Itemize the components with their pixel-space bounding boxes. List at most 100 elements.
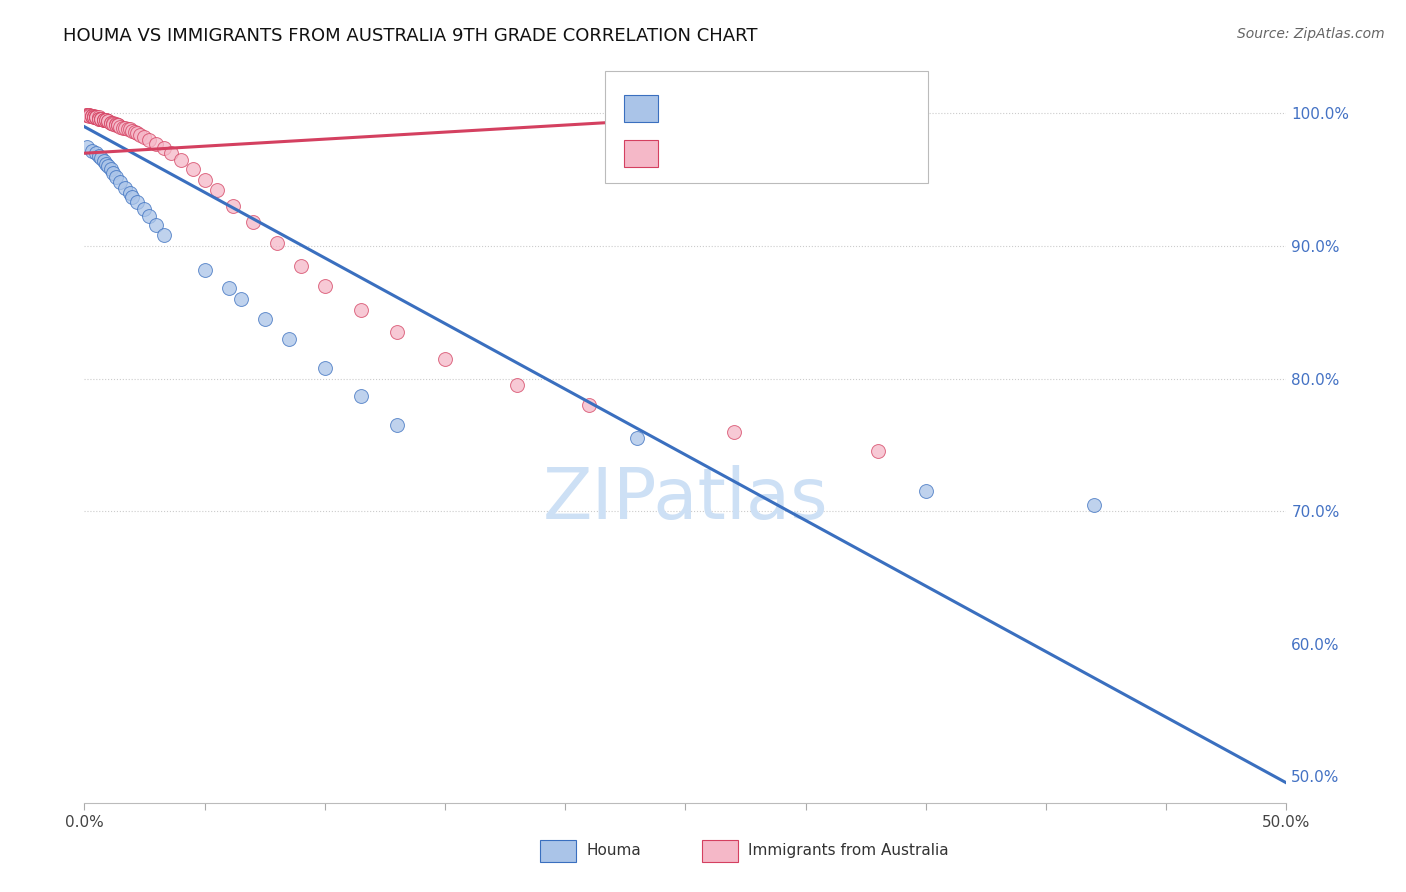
Point (242, 215, 264, 229)
Point (94, 157, 117, 171)
Point (277, 332, 299, 346)
Point (80, 144, 103, 158)
Point (94, 113, 117, 128)
Point (205, 183, 228, 197)
Point (194, 263, 217, 277)
Point (134, 130, 156, 145)
Point (83, 109, 105, 123)
Point (117, 122, 139, 136)
Point (110, 175, 132, 189)
Point (114, 180, 136, 194)
Point (134, 202, 156, 216)
Point (866, 444, 889, 458)
Point (97, 114, 120, 128)
Point (80, 109, 103, 123)
Text: R =: R = (666, 100, 703, 118)
Point (350, 389, 373, 403)
Point (266, 236, 288, 251)
Point (77, 109, 100, 123)
Point (90, 152, 112, 166)
Point (107, 119, 129, 133)
Point (87, 149, 110, 163)
Point (118, 186, 141, 200)
Point (127, 195, 149, 210)
Point (103, 117, 125, 131)
Text: Immigrants from Australia: Immigrants from Australia (748, 844, 949, 858)
Text: HOUMA VS IMMIGRANTS FROM AUSTRALIA 9TH GRADE CORRELATION CHART: HOUMA VS IMMIGRANTS FROM AUSTRALIA 9TH G… (63, 27, 758, 45)
Point (385, 325, 408, 339)
Point (77, 108, 100, 122)
Point (1083, 498, 1105, 512)
Point (86, 111, 108, 125)
Point (86, 111, 108, 125)
Point (915, 484, 938, 499)
Point (76, 139, 98, 153)
Text: 31: 31 (797, 100, 818, 118)
Text: 0.285: 0.285 (697, 145, 745, 162)
Point (80, 109, 103, 123)
Text: Houma: Houma (586, 844, 641, 858)
Point (87, 112, 110, 126)
Text: R =: R = (666, 145, 707, 162)
Point (118, 122, 141, 136)
Text: -0.765: -0.765 (697, 100, 751, 118)
Point (169, 153, 191, 167)
Text: ZIPatlas: ZIPatlas (543, 465, 828, 533)
Point (76, 108, 98, 122)
Point (83, 111, 105, 125)
Point (100, 162, 122, 177)
Point (350, 302, 373, 317)
Point (138, 209, 160, 223)
Text: N =: N = (762, 145, 799, 162)
Point (290, 259, 312, 273)
Point (87, 111, 110, 125)
Point (253, 312, 276, 326)
Point (138, 133, 160, 147)
Point (76, 108, 98, 122)
Point (86, 111, 108, 125)
Point (90, 112, 112, 126)
Point (111, 121, 134, 136)
Point (103, 166, 125, 180)
Point (128, 128, 150, 142)
Point (86, 146, 108, 161)
Point (87, 112, 110, 126)
Point (723, 425, 745, 439)
Point (93, 113, 115, 128)
Point (127, 126, 149, 140)
Point (100, 116, 122, 130)
Point (107, 119, 129, 133)
Text: N =: N = (762, 100, 799, 118)
Point (222, 199, 245, 213)
Point (77, 108, 100, 122)
Point (152, 141, 174, 155)
Point (626, 431, 648, 445)
Point (314, 278, 336, 293)
Point (80, 109, 103, 123)
Point (578, 398, 600, 412)
Point (90, 112, 112, 126)
Point (93, 113, 115, 128)
Point (506, 378, 529, 392)
Point (104, 117, 127, 131)
Point (104, 119, 127, 133)
Point (434, 351, 457, 366)
Point (145, 218, 167, 232)
Point (93, 113, 115, 128)
Point (97, 114, 120, 128)
Point (145, 136, 167, 151)
Point (152, 228, 174, 243)
Point (103, 116, 125, 130)
Point (160, 146, 183, 161)
Point (100, 116, 122, 130)
Point (93, 154, 115, 169)
Point (218, 281, 240, 295)
Point (104, 169, 127, 184)
Text: 67: 67 (797, 145, 818, 162)
Point (121, 190, 143, 204)
Point (76, 108, 98, 122)
Point (83, 111, 105, 125)
Point (121, 123, 143, 137)
Point (314, 361, 336, 376)
Point (181, 162, 204, 177)
